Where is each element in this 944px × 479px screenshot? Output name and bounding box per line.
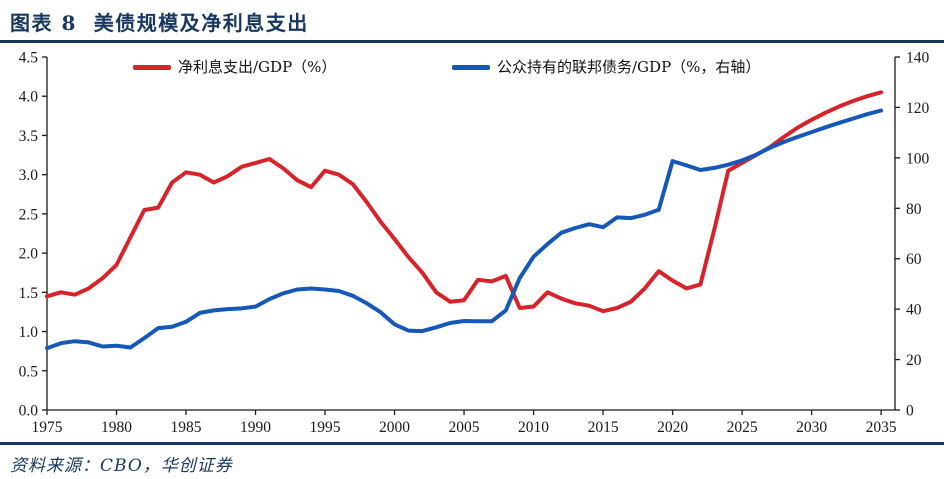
x-tick-label: 1995 <box>310 419 341 436</box>
y-right-tick-label: 120 <box>906 100 930 117</box>
y-left-tick-label: 2.0 <box>19 246 39 263</box>
y-left-tick-label: 1.5 <box>19 285 39 302</box>
y-right-tick-label: 100 <box>906 150 930 167</box>
series-net-interest-line <box>45 90 884 314</box>
x-tick-label: 2025 <box>727 419 758 436</box>
y-left-tick-label: 0.0 <box>19 403 39 420</box>
y-left-tick-label: 0.5 <box>19 363 39 380</box>
y-right-tick-label: 80 <box>906 201 922 218</box>
footer-divider <box>0 442 944 445</box>
x-tick-label: 2030 <box>796 419 827 436</box>
y-left-tick-label: 4.5 <box>19 50 39 67</box>
y-right-tick-label: 40 <box>906 302 922 319</box>
y-left-tick-label: 3.0 <box>19 167 39 184</box>
source-note: 资料来源：CBO，华创证券 <box>10 456 233 476</box>
title-divider <box>0 40 944 43</box>
x-tick-label: 1985 <box>171 419 202 436</box>
y-left-tick-label: 3.5 <box>19 128 39 145</box>
y-left-tick-label: 1.0 <box>19 324 39 341</box>
x-tick-label: 2000 <box>379 419 410 436</box>
x-tick-label: 1990 <box>240 419 271 436</box>
x-tick-label: 2010 <box>518 419 549 436</box>
y-right-tick-label: 60 <box>906 251 922 268</box>
chart-svg: 0.0 0.5 1.0 1.5 2.0 2.5 3.0 3.5 4.0 4.5 0 20 40 60 80 1… <box>19 50 930 437</box>
x-tick-label: 2020 <box>657 419 688 436</box>
x-tick-label: 2035 <box>866 419 897 436</box>
y-left-tick-label: 2.5 <box>19 206 39 223</box>
y-left-tick-label: 4.0 <box>19 89 39 106</box>
y-right-tick-label: 140 <box>906 50 930 67</box>
y-right-tick-label: 0 <box>906 403 914 420</box>
chart-title: 图表 8 美债规模及净利息支出 <box>10 11 309 35</box>
series-federal-debt-line <box>45 108 884 351</box>
x-tick-label: 2005 <box>449 419 480 436</box>
x-tick-label: 2015 <box>588 419 619 436</box>
x-tick-label: 1980 <box>101 419 132 436</box>
line-chart: 0.0 0.5 1.0 1.5 2.0 2.5 3.0 3.5 4.0 4.5 0 20 40 60 80 1… <box>0 45 944 445</box>
x-tick-label: 1975 <box>32 419 63 436</box>
y-right-tick-label: 20 <box>906 352 922 369</box>
